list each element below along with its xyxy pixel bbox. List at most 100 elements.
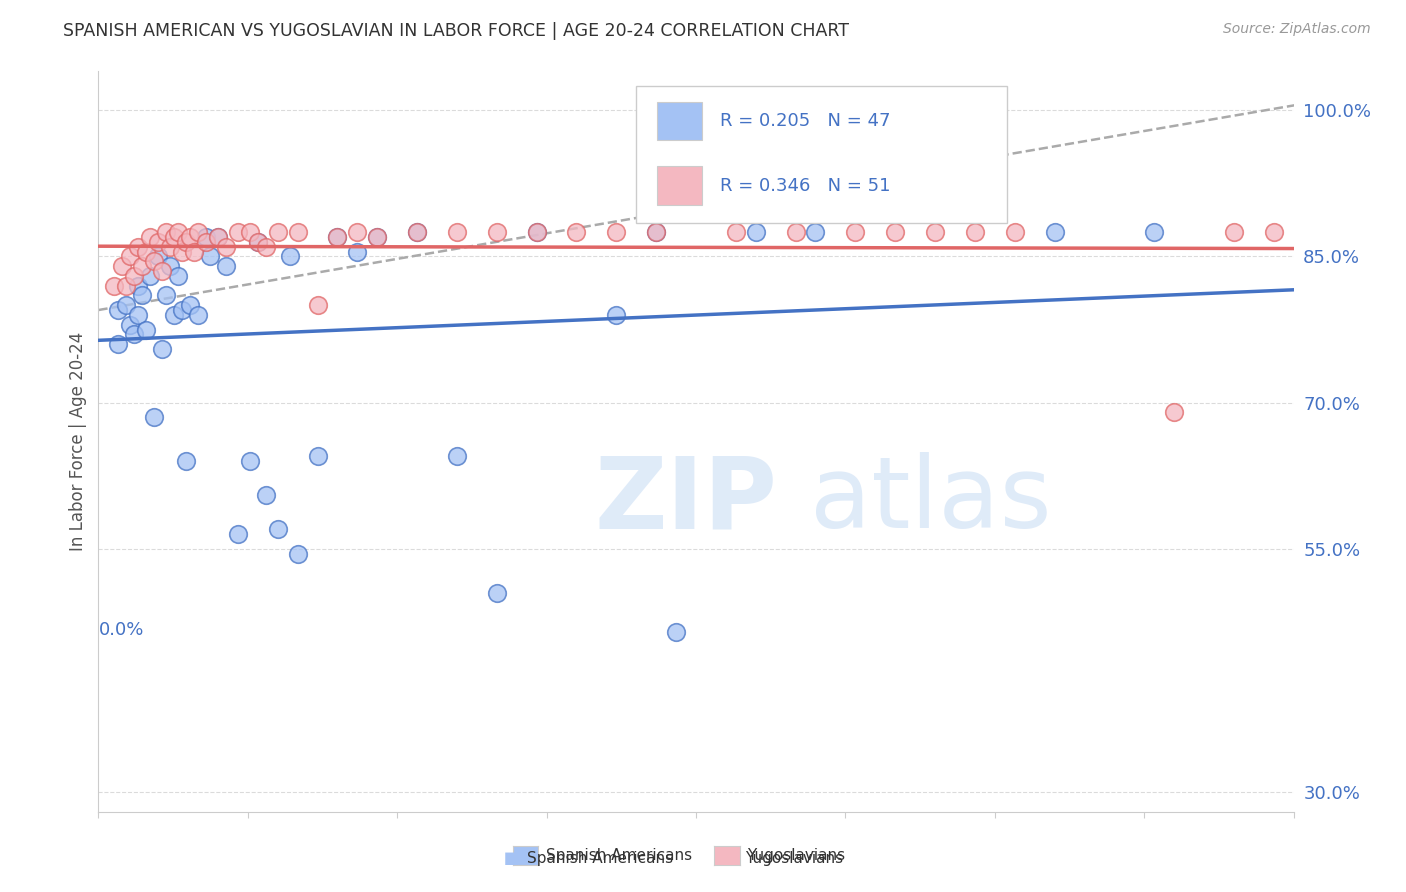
Point — [346, 244, 368, 259]
Point — [1223, 225, 1246, 239]
Text: ▪: ▪ — [721, 847, 738, 870]
Point — [187, 308, 209, 322]
Point — [131, 259, 153, 273]
Point — [163, 230, 186, 244]
Point — [159, 259, 181, 273]
Point — [1143, 225, 1166, 239]
Point — [526, 225, 548, 239]
Text: R = 0.205   N = 47: R = 0.205 N = 47 — [720, 112, 890, 130]
Point — [287, 547, 309, 561]
Point — [1043, 225, 1066, 239]
Point — [346, 225, 368, 239]
Point — [115, 298, 138, 312]
Text: Source: ZipAtlas.com: Source: ZipAtlas.com — [1223, 22, 1371, 37]
Point — [111, 259, 134, 273]
Point — [155, 225, 177, 239]
Point — [963, 225, 986, 239]
Point — [254, 488, 277, 502]
Point — [183, 244, 205, 259]
Point — [207, 230, 229, 244]
Point — [278, 250, 301, 264]
Point — [326, 230, 349, 244]
Point — [254, 240, 277, 254]
Point — [167, 225, 190, 239]
Point — [174, 235, 197, 249]
Point — [239, 454, 262, 468]
Point — [226, 225, 249, 239]
Point — [446, 449, 468, 463]
Point — [307, 298, 329, 312]
Point — [198, 250, 221, 264]
Point — [366, 230, 388, 244]
Point — [605, 308, 627, 322]
Point — [267, 225, 290, 239]
Point — [239, 225, 262, 239]
Text: SPANISH AMERICAN VS YUGOSLAVIAN IN LABOR FORCE | AGE 20-24 CORRELATION CHART: SPANISH AMERICAN VS YUGOSLAVIAN IN LABOR… — [63, 22, 849, 40]
Point — [167, 268, 190, 283]
Text: Yugoslavians: Yugoslavians — [747, 848, 845, 863]
Point — [565, 225, 588, 239]
FancyBboxPatch shape — [637, 87, 1007, 223]
Point — [120, 250, 142, 264]
Point — [172, 303, 194, 318]
Point — [127, 278, 149, 293]
Point — [366, 230, 388, 244]
Text: Spanish Americans: Spanish Americans — [546, 848, 692, 863]
Point — [287, 225, 309, 239]
Y-axis label: In Labor Force | Age 20-24: In Labor Force | Age 20-24 — [69, 332, 87, 551]
Point — [120, 318, 142, 332]
Point — [1163, 405, 1185, 419]
Point — [127, 308, 149, 322]
Point — [207, 230, 229, 244]
Point — [143, 410, 166, 425]
FancyBboxPatch shape — [657, 102, 702, 140]
Point — [745, 225, 768, 239]
Point — [107, 337, 129, 351]
Point — [1004, 225, 1026, 239]
Point — [143, 254, 166, 268]
Point — [131, 288, 153, 302]
Point — [127, 240, 149, 254]
Point — [163, 308, 186, 322]
Point — [485, 585, 508, 599]
FancyBboxPatch shape — [657, 166, 702, 204]
Point — [446, 225, 468, 239]
Point — [785, 225, 807, 239]
Point — [103, 278, 125, 293]
Point — [195, 230, 218, 244]
Point — [406, 225, 429, 239]
Point — [148, 250, 170, 264]
Point — [135, 244, 157, 259]
Text: ZIP: ZIP — [595, 452, 778, 549]
Point — [246, 235, 269, 249]
Point — [215, 259, 238, 273]
Point — [884, 225, 907, 239]
Text: 0.0%: 0.0% — [98, 621, 143, 639]
Point — [155, 288, 177, 302]
Point — [148, 235, 170, 249]
Point — [844, 225, 866, 239]
Text: atlas: atlas — [810, 452, 1052, 549]
Point — [139, 230, 162, 244]
Point — [605, 225, 627, 239]
Point — [159, 240, 181, 254]
Text: Yugoslavians: Yugoslavians — [745, 851, 844, 865]
Point — [115, 278, 138, 293]
Point — [724, 225, 747, 239]
Point — [135, 322, 157, 336]
Point — [267, 522, 290, 536]
Text: R = 0.346   N = 51: R = 0.346 N = 51 — [720, 178, 890, 195]
Point — [526, 225, 548, 239]
Point — [924, 225, 946, 239]
Point — [150, 264, 173, 278]
Point — [150, 342, 173, 356]
Text: ▪: ▪ — [503, 847, 520, 870]
Point — [307, 449, 329, 463]
Point — [107, 303, 129, 318]
Point — [215, 240, 238, 254]
Point — [645, 225, 668, 239]
Point — [195, 235, 218, 249]
Point — [485, 225, 508, 239]
Point — [179, 230, 201, 244]
Point — [179, 298, 201, 312]
